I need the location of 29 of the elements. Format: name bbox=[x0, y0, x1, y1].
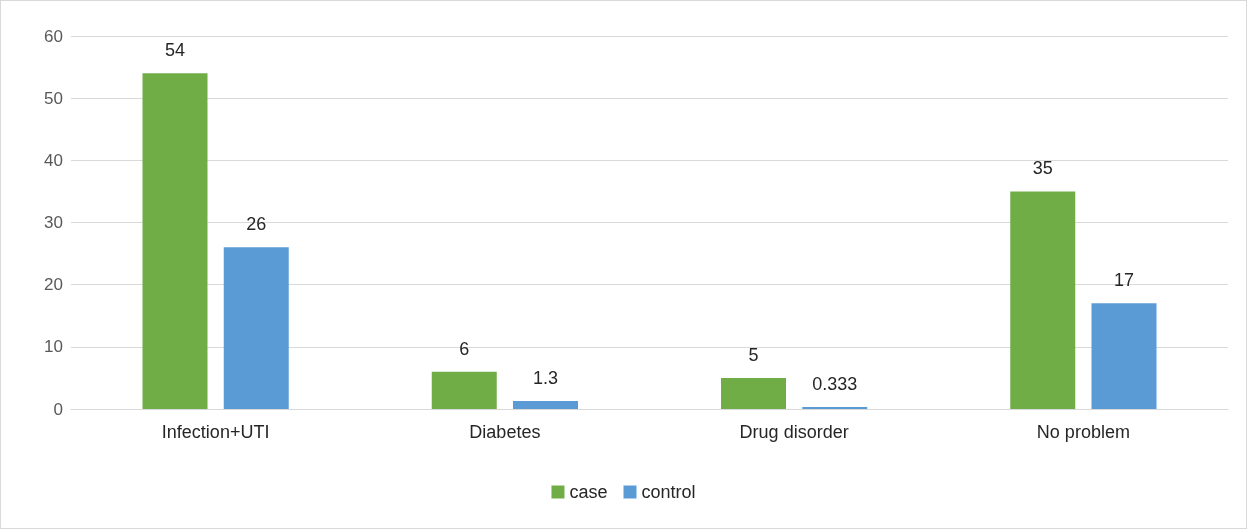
y-tick-label: 40 bbox=[44, 150, 63, 170]
y-tick-label: 30 bbox=[44, 213, 63, 232]
data-label: 54 bbox=[164, 40, 186, 61]
data-label: 6 bbox=[459, 338, 470, 359]
legend-label: control bbox=[641, 482, 696, 502]
data-label: 35 bbox=[1032, 158, 1053, 179]
y-tick-label: 60 bbox=[44, 26, 63, 46]
legend-label: case bbox=[569, 482, 608, 502]
bar bbox=[1091, 303, 1157, 409]
bar bbox=[1010, 191, 1076, 409]
y-tick-label: 50 bbox=[44, 88, 63, 108]
bar bbox=[802, 406, 868, 409]
bar bbox=[142, 73, 208, 409]
data-label: 26 bbox=[246, 214, 267, 235]
x-tick-label: Infection+UTI bbox=[161, 422, 270, 442]
data-label: 0.333 bbox=[812, 373, 858, 394]
bar bbox=[223, 247, 289, 409]
data-label: 5 bbox=[748, 344, 759, 365]
bar bbox=[513, 400, 578, 409]
x-tick-label: No problem bbox=[1036, 422, 1130, 442]
y-tick-label: 10 bbox=[44, 337, 63, 357]
bar bbox=[721, 377, 786, 409]
bar bbox=[431, 371, 497, 409]
x-tick-label: Diabetes bbox=[469, 422, 541, 442]
y-tick-label: 0 bbox=[53, 399, 63, 419]
data-label: 1.3 bbox=[532, 367, 559, 388]
x-tick-label: Drug disorder bbox=[739, 422, 849, 442]
y-tick-label: 20 bbox=[44, 275, 63, 295]
data-label: 17 bbox=[1113, 270, 1135, 291]
